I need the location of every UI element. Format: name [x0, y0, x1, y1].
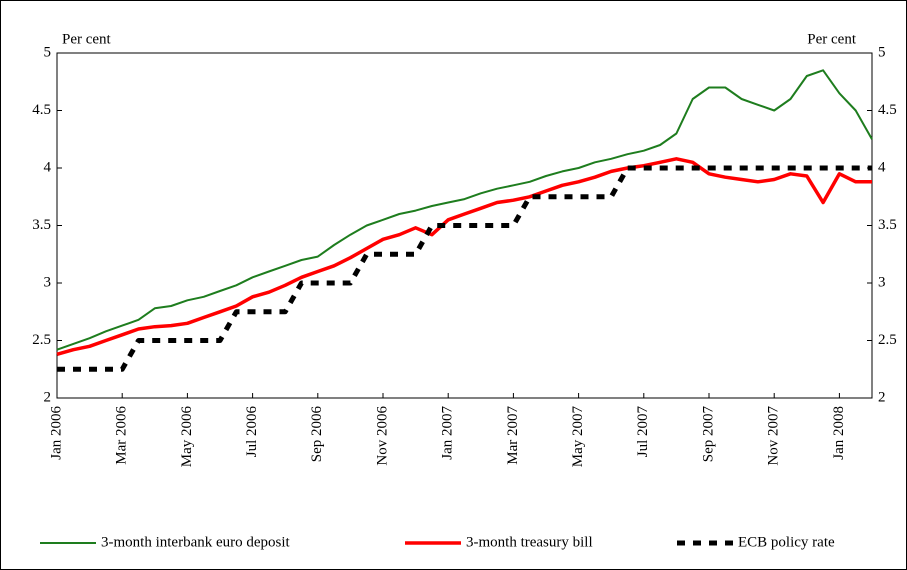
legend-label: 3-month treasury bill [466, 534, 593, 550]
x-tick-label: May 2006 [179, 406, 195, 468]
y2-tick-label: 2.5 [878, 332, 897, 348]
x-tick-label: Mar 2007 [505, 406, 521, 465]
legend-label: 3-month interbank euro deposit [101, 534, 291, 550]
x-tick-label: May 2007 [570, 406, 586, 468]
x-tick-label: Mar 2006 [114, 406, 130, 465]
y-tick-label: 3 [44, 274, 52, 290]
x-tick-label: Nov 2007 [766, 406, 782, 466]
y-tick-label: 5 [44, 44, 52, 60]
y-tick-label: 2 [44, 389, 52, 405]
y-tick-label: 4.5 [32, 102, 51, 118]
y-axis-label: Per cent [62, 31, 112, 47]
y2-tick-label: 4 [878, 159, 886, 175]
y2-axis-label: Per cent [807, 31, 857, 47]
x-tick-label: Jan 2006 [48, 406, 64, 460]
y2-tick-label: 4.5 [878, 102, 897, 118]
x-tick-label: Jan 2007 [440, 406, 456, 460]
x-tick-label: Jul 2007 [635, 406, 651, 458]
y-tick-label: 4 [44, 159, 52, 175]
series-line [56, 157, 872, 356]
y2-tick-label: 3.5 [878, 217, 897, 233]
y2-tick-label: 2 [878, 389, 886, 405]
x-tick-label: Sep 2006 [309, 406, 325, 463]
y-tick-label: 3.5 [32, 217, 51, 233]
y2-tick-label: 5 [878, 44, 886, 60]
x-tick-label: Jan 2008 [831, 406, 847, 460]
x-tick-label: Nov 2006 [374, 406, 390, 466]
x-tick-label: Jul 2006 [244, 406, 260, 458]
y2-tick-label: 3 [878, 274, 886, 290]
x-tick-label: Sep 2007 [700, 406, 716, 463]
legend-label: ECB policy rate [738, 534, 835, 550]
series-line [56, 69, 873, 351]
y-tick-label: 2.5 [32, 332, 51, 348]
